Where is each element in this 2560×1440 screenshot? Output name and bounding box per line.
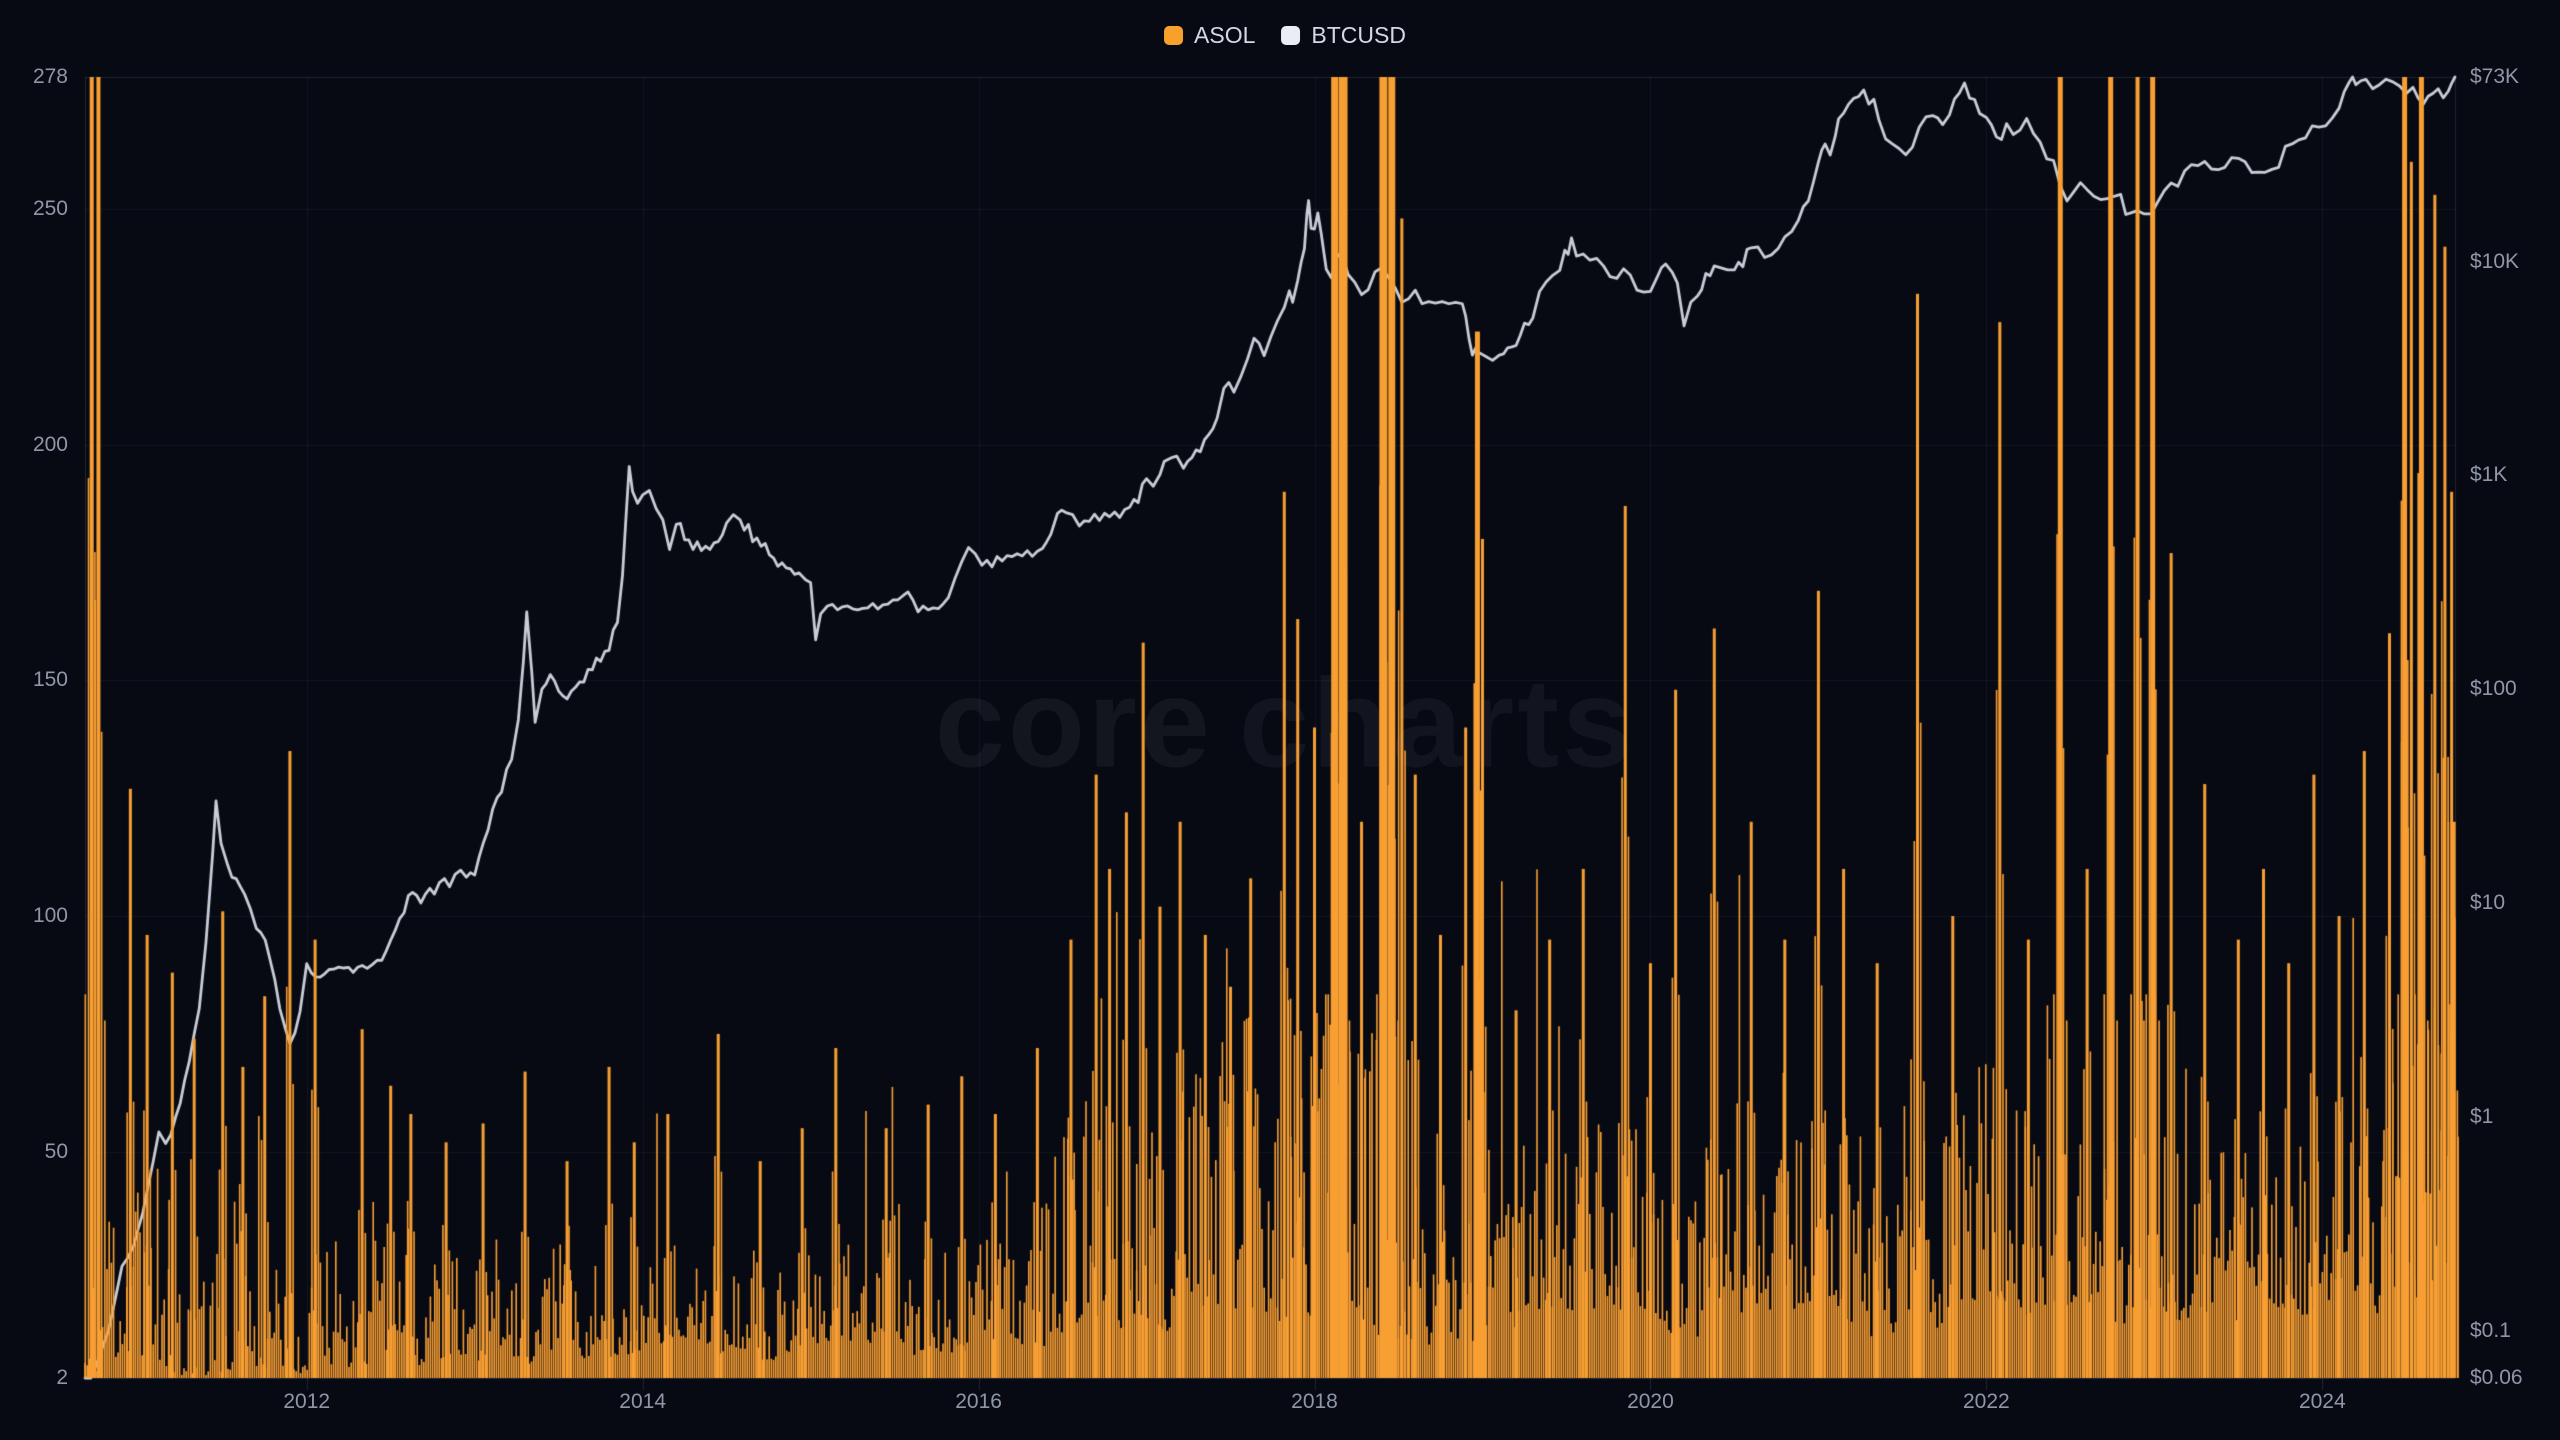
asol-series-swatch [1164, 26, 1184, 45]
asol-series-label: ASOL [1194, 22, 1256, 48]
chart-legend: ASOL BTCUSD [1164, 22, 1406, 49]
legend-item-asol[interactable]: ASOL [1164, 22, 1255, 49]
btcusd-series-label: BTCUSD [1311, 22, 1406, 48]
legend-item-btcusd[interactable]: BTCUSD [1281, 22, 1406, 49]
btcusd-series-swatch [1281, 26, 1301, 45]
